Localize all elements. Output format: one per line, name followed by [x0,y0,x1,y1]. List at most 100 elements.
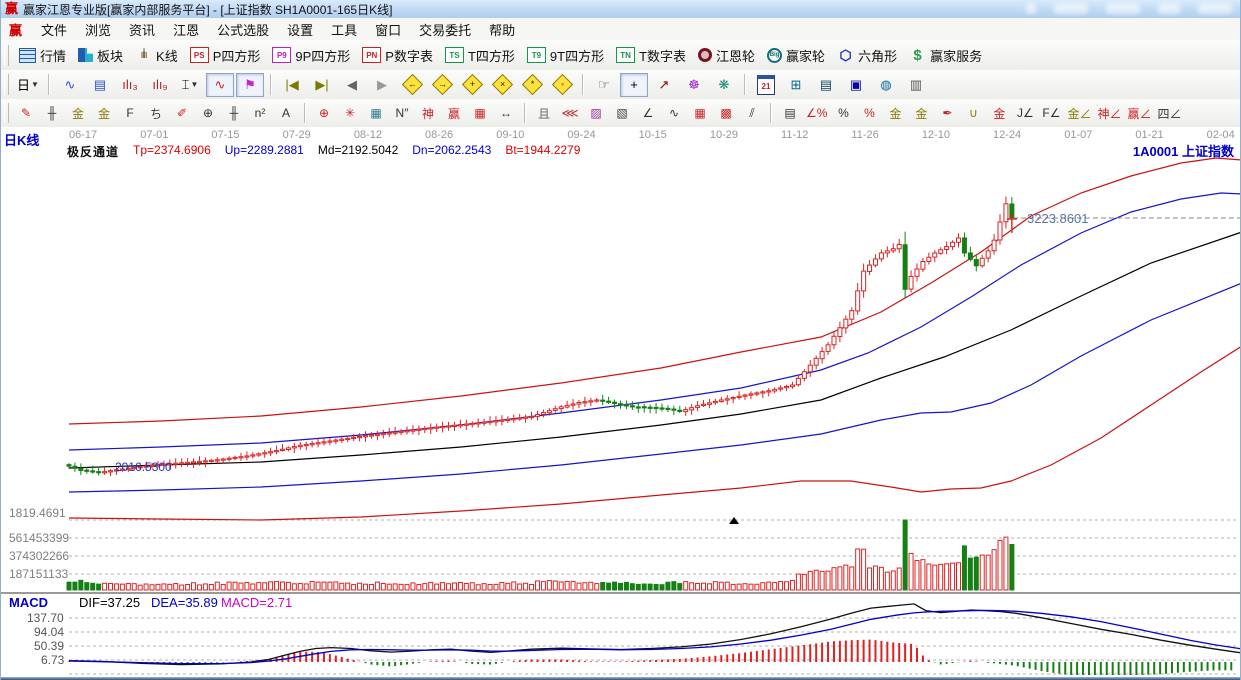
red-grid2-icon[interactable]: ▩ [720,106,732,120]
sectors-button[interactable]: 板块 [72,44,129,67]
shen-angle-icon[interactable]: 神∠ [1097,106,1122,121]
red-grid-icon[interactable]: ▦ [694,106,706,120]
gold-line-icon[interactable]: 金 [71,106,84,121]
menu-item-帮助[interactable]: 帮助 [489,22,516,38]
menu-item-交易委托[interactable]: 交易委托 [419,22,472,38]
n-marks-icon[interactable]: Ν″ [395,106,409,120]
gann-fan-center-icon[interactable]: ⊕ [202,106,214,120]
quotes-button[interactable]: 行情 [13,44,72,67]
period-day-button[interactable]: 日 ▼ [17,78,39,93]
gold-angle-icon[interactable]: 金∠ [1067,106,1092,121]
order-cart-icon[interactable]: ▥ [909,76,923,92]
candle-style-button[interactable]: ⌶ ▼ [181,76,199,92]
pen-tool-icon[interactable]: ✎ [20,106,32,120]
angle-a-icon[interactable]: A [281,106,290,120]
toolbar-grip[interactable] [4,74,9,95]
parallel-lines-icon[interactable]: ⫽ [749,105,755,120]
notes-icon[interactable]: ▤ [819,76,833,92]
crosshair-tool-icon[interactable]: + [620,72,648,97]
gold-underline-icon[interactable]: 金 [993,106,1006,121]
grid-box-icon[interactable]: ▦ [370,106,382,120]
last-page-icon[interactable]: ▶| [315,76,329,92]
gann-knot-tool-icon[interactable]: ☸ [688,76,700,92]
p9-square-button[interactable]: P9 9P四方形 [266,44,356,67]
shift-right-icon[interactable]: → [428,73,456,97]
menu-item-设置[interactable]: 设置 [287,22,314,38]
bull-cup-icon[interactable]: ∪ [969,106,978,120]
price-grid-icon[interactable]: ╫ [229,106,239,120]
grid-123-icon[interactable]: ▦ [474,106,486,120]
bars-panel-icon[interactable]: ▤ [784,106,796,120]
fit-icon[interactable]: * [518,73,546,97]
menu-item-公式选股[interactable]: 公式选股 [217,22,270,38]
menu-item-资讯[interactable]: 资讯 [129,22,156,38]
save-icon[interactable]: ▣ [849,76,863,92]
hand-tool-icon[interactable]: ☞ [598,76,610,92]
minimize-button[interactable] [1158,3,1180,14]
info-note-icon[interactable]: ▤ [93,76,107,92]
cycle-tool-icon[interactable]: ❋ [718,76,730,92]
winner-service-button[interactable]: $ 赢家服务 [903,44,988,67]
wave-line-icon[interactable]: ∿ [668,106,680,120]
gann-grid-icon[interactable]: ╫ [47,106,57,120]
p-square-button[interactable]: PS P四方形 [184,44,267,67]
j-angle-icon[interactable]: J∠ [1017,106,1034,120]
polyline-tool-icon[interactable]: ↗ [658,76,670,92]
annotate-icon[interactable]: ✐ [176,106,188,120]
gann-wheel-button[interactable]: 江恩轮 [692,44,761,67]
page-right-icon[interactable]: ▶ [377,76,387,92]
web-export-icon[interactable]: ◍ [880,76,892,92]
ink-pen-icon[interactable]: ✒ [942,106,953,120]
compress-icon[interactable]: × [488,73,516,97]
frame-tool-icon[interactable]: 且 [537,106,550,121]
hexagon-button[interactable]: ⬡ 六角形 [831,44,903,67]
percent-icon[interactable]: % [838,106,849,120]
t9-square-button[interactable]: T9 9T四方形 [521,44,610,67]
calculator-icon[interactable]: ⊞ [790,76,802,92]
menu-item-江恩[interactable]: 江恩 [173,22,200,38]
measure-icon[interactable]: ↔ [500,106,512,120]
p-number-button[interactable]: PN P数字表 [356,44,439,67]
macd-indicator-name[interactable]: MACD [9,595,48,610]
expand-icon[interactable]: + [458,73,486,97]
ying-angle-icon[interactable]: 赢∠ [1127,106,1152,121]
ying-tool-icon[interactable]: 赢 [447,106,460,121]
menu-item-文件[interactable]: 文件 [41,22,68,38]
t-number-button[interactable]: TN T数字表 [610,44,692,67]
menu-item-工具[interactable]: 工具 [331,22,358,38]
f-angle-icon[interactable]: F∠ [1042,106,1061,120]
close-button[interactable] [1198,3,1232,14]
shaded-box-icon[interactable]: ▧ [616,106,628,120]
fan-box-icon[interactable]: ▨ [590,106,602,120]
fan-lines-icon[interactable]: ⋘ [561,106,579,120]
profile-flag-icon[interactable]: ⚑ [236,72,264,97]
center-icon[interactable]: ◦ [548,73,576,97]
percent-angle-icon[interactable]: ∠% [806,106,828,120]
t-square-button[interactable]: TS T四方形 [439,44,521,67]
menu-item-浏览[interactable]: 浏览 [85,22,112,38]
shen-tool-icon[interactable]: 神 [421,106,434,121]
gold-line2-icon[interactable]: 金 [97,106,110,121]
menu-item-窗口[interactable]: 窗口 [375,22,402,38]
bars-9-icon[interactable]: ılı₉ [152,77,168,92]
page-left-icon[interactable]: ◀ [347,76,357,92]
crosshair-circle-icon[interactable]: ⊕ [318,106,330,120]
calendar-icon[interactable]: 21 [752,73,780,97]
shift-left-icon[interactable]: ← [398,73,426,97]
first-page-icon[interactable]: |◀ [285,76,299,92]
period-label[interactable]: 日K线 [4,133,40,148]
angle-line-icon[interactable]: ∠ [642,106,654,120]
window-controls-blurred[interactable] [1026,3,1232,14]
four-angle-icon[interactable]: 四∠ [1157,106,1182,121]
gold-circle-icon[interactable]: 金 [889,106,902,121]
percent-red-icon[interactable]: % [864,106,875,120]
square-of-nine-icon[interactable]: n² [254,106,266,120]
spiral-icon[interactable]: ち [149,106,162,121]
starburst-icon[interactable]: ✳ [344,106,356,120]
bars-3-icon[interactable]: ılı₃ [122,77,138,92]
trend-sketch-icon[interactable]: ∿ [64,76,76,92]
pattern-tool-icon[interactable]: ∿ [206,72,234,97]
toolbar-grip[interactable] [4,103,9,123]
main-chart-panel[interactable] [1,127,1240,592]
